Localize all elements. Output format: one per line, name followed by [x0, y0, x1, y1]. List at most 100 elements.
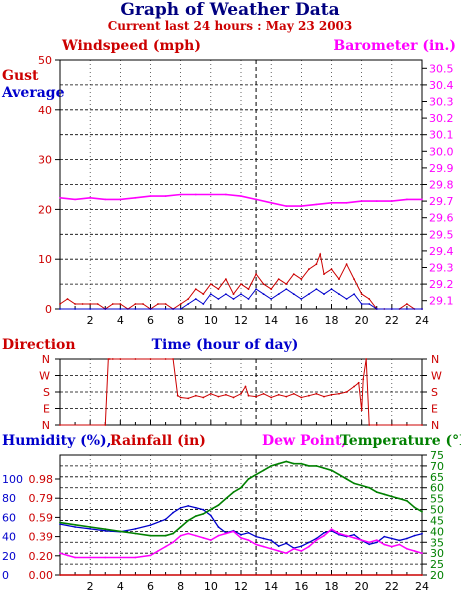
rainfall-tick-label: 0.39 [29, 531, 54, 544]
barometer-tick-label: 30.1 [429, 129, 454, 142]
wind-panel-point-gust [157, 303, 159, 305]
wind-panel-point-average [187, 303, 190, 305]
humidity-panel-series-dew-point [59, 528, 423, 559]
humidity-panel-point-temperature [270, 465, 273, 467]
humidity-panel-point-humidity [308, 541, 310, 544]
wind-panel-point-average [232, 298, 235, 300]
direction-panel-point-direction [292, 392, 295, 395]
wind-panel-point-gust [74, 303, 76, 305]
wind-panel-point-average [368, 303, 371, 305]
humidity-panel-point-dew-point [149, 554, 152, 557]
humidity-panel-point-humidity [164, 518, 167, 521]
wind-panel-point-barometer [209, 193, 212, 196]
humidity-panel-point-temperature [353, 482, 355, 485]
humidity-panel-point-humidity [270, 539, 273, 542]
rainfall-tick-label: 0.79 [29, 492, 54, 505]
barometer-tick-label: 29.6 [429, 212, 454, 225]
wind-panel-point-barometer [421, 198, 423, 201]
x-tick-label: 22 [385, 314, 399, 327]
humidity-panel-point-humidity [262, 537, 265, 540]
wind-panel-point-gust [323, 273, 325, 275]
humidity-panel-point-dew-point [368, 541, 371, 544]
wind-panel-point-barometer [255, 198, 257, 201]
wind-panel-point-average [247, 298, 250, 300]
humidity-panel-point-dew-point [323, 534, 325, 537]
wind-panel-point-gust [81, 303, 84, 305]
wind-panel-point-gust [368, 298, 371, 300]
humidity-panel-point-temperature [315, 465, 318, 467]
humidity-panel-point-temperature [179, 526, 182, 528]
wind-panel-point-average [285, 288, 288, 290]
direction-panel-point-direction [247, 394, 250, 397]
wind-panel-point-gust [240, 283, 242, 285]
wind-panel-point-gust [232, 293, 235, 295]
direction-panel-point-direction [345, 391, 348, 393]
humidity-panel-point-dew-point [277, 550, 280, 552]
direction-tick-label-right: S [431, 386, 438, 399]
temperature-tick-label: 40 [430, 525, 444, 538]
humidity-panel-point-temperature [187, 519, 190, 522]
humidity-panel-point-dew-point [232, 530, 235, 533]
humidity-panel-point-humidity [134, 528, 137, 530]
direction-panel-point-direction [225, 393, 227, 396]
wind-panel-point-gust [319, 253, 322, 256]
wind-panel-point-gust [134, 303, 137, 305]
x-tick-label-bottom: 20 [355, 580, 369, 593]
wind-panel-point-barometer [194, 193, 197, 196]
dewpoint-axis-label: Dew Point, [262, 433, 346, 449]
humidity-panel-point-humidity [383, 535, 386, 538]
humidity-panel-point-humidity [179, 506, 182, 509]
direction-tick-label: E [43, 403, 50, 416]
humidity-panel-point-temperature [277, 462, 280, 465]
wind-panel-point-barometer [360, 200, 363, 203]
humidity-panel-point-humidity [209, 514, 212, 517]
humidity-panel-point-dew-point [240, 537, 242, 539]
humidity-panel-point-temperature [285, 460, 288, 463]
direction-axis-label: Direction [2, 337, 76, 353]
humidity-panel-point-dew-point [217, 534, 220, 537]
humidity-panel-point-temperature [217, 504, 220, 507]
temperature-tick-label: 55 [430, 493, 444, 506]
humidity-axis-label: Humidity (%), [2, 433, 112, 449]
temperature-tick-label: 75 [430, 449, 444, 462]
wind-panel-point-average [217, 298, 220, 300]
wind-panel-point-average [104, 308, 107, 310]
humidity-panel-point-temperature [134, 532, 137, 535]
direction-tick-label: W [39, 370, 50, 383]
humidity-panel-point-temperature [413, 506, 416, 509]
humidity-panel-point-dew-point [262, 545, 265, 548]
barometer-tick-label: 29.1 [429, 295, 454, 308]
x-tick-label: 20 [355, 314, 369, 327]
humidity-panel-point-humidity [149, 524, 152, 526]
wind-panel-point-average [172, 308, 175, 310]
wind-panel-point-gust [225, 278, 227, 280]
direction-panel-point-direction [338, 392, 340, 395]
humidity-tick-label: 100 [2, 473, 23, 486]
humidity-tick-label: 20 [2, 550, 16, 563]
wind-panel-point-barometer [74, 198, 76, 201]
humidity-panel-point-temperature [398, 497, 401, 500]
wind-panel-point-average [277, 293, 280, 295]
wind-panel-point-average [194, 298, 197, 300]
humidity-panel-point-temperature [59, 521, 61, 524]
humidity-panel-point-humidity [413, 534, 416, 537]
humidity-panel-series-humidity [59, 505, 423, 549]
humidity-panel-point-temperature [240, 486, 242, 489]
humidity-panel-point-temperature [74, 523, 76, 526]
humidity-panel-point-humidity [315, 537, 318, 540]
direction-panel-point-direction [111, 358, 114, 360]
humidity-panel-point-dew-point [330, 528, 333, 531]
direction-panel-point-direction [187, 397, 190, 400]
direction-panel-point-direction [308, 394, 310, 397]
direction-tick-label-right: N [431, 419, 439, 432]
humidity-panel-point-dew-point [421, 552, 423, 555]
wind-panel-point-average [330, 288, 333, 290]
direction-panel-point-direction [406, 424, 408, 426]
wind-panel-point-average [390, 308, 393, 310]
humidity-panel-series-temperature [59, 460, 423, 537]
humidity-panel-point-dew-point [292, 547, 295, 550]
temperature-axis-label: Temperature (°F) [340, 433, 461, 449]
wind-panel-point-average [375, 308, 378, 310]
wind-panel-point-average [421, 308, 423, 310]
humidity-tick-label: 0 [2, 569, 9, 582]
